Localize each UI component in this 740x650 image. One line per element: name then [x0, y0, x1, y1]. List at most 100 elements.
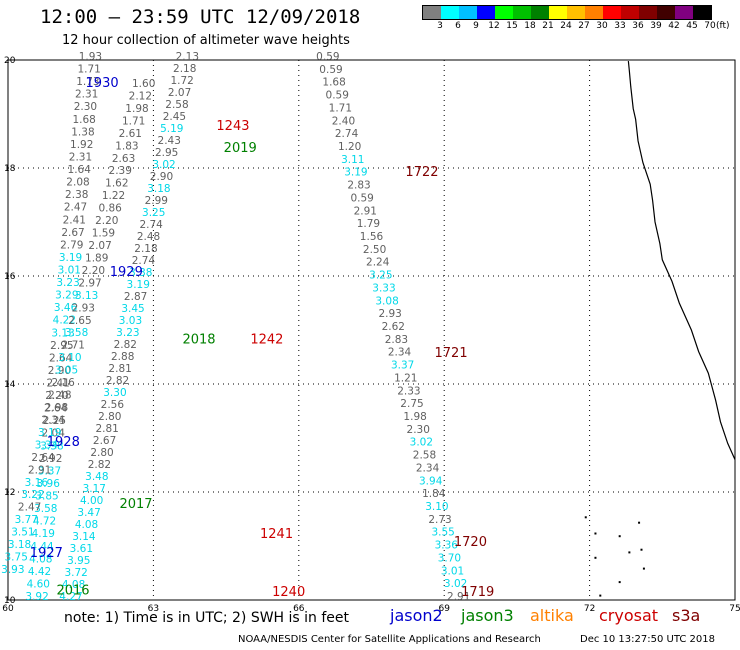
swh-value: 3.38: [40, 440, 63, 452]
track-time-label: 2019: [224, 141, 257, 156]
island-mark: [618, 535, 621, 538]
lat-tick-label: 14: [4, 380, 16, 390]
swh-value: 3.51: [11, 527, 34, 539]
swh-value: 1.71: [329, 102, 352, 114]
swh-value: 2.58: [413, 450, 436, 462]
lat-tick-label: 18: [4, 164, 16, 174]
legend-label: 3: [437, 21, 443, 31]
island-mark: [599, 594, 602, 597]
swh-value: 0.59: [319, 64, 342, 76]
swh-value: 3.02: [444, 578, 467, 590]
swh-value: 3.03: [119, 315, 142, 327]
swh-value: 3.55: [431, 527, 454, 539]
swh-value: 2.24: [366, 257, 390, 269]
swh-value: 2.80: [90, 447, 113, 459]
swh-value: 2.34: [388, 347, 412, 359]
swh-value: 2.87: [124, 291, 147, 303]
satellite-label-jason3: jason3: [461, 606, 514, 625]
legend-swatch: [477, 6, 495, 19]
swh-value: 3.19: [38, 427, 61, 439]
swh-value: 3.22: [21, 489, 44, 501]
swh-value: 4.44: [30, 541, 54, 553]
swh-value: 3.93: [1, 564, 24, 576]
swh-value: 1.93: [79, 51, 102, 63]
swh-value: 3.25: [369, 270, 392, 282]
swh-value: 2.47: [64, 202, 87, 214]
legend-swatch: [567, 6, 585, 19]
lon-tick-label: 69: [438, 604, 450, 614]
island-mark: [642, 567, 645, 570]
swh-value: 3.18: [147, 183, 170, 195]
swh-value: 2.20: [45, 390, 68, 402]
graticule: [8, 60, 735, 600]
swh-value: 3.10: [425, 501, 448, 513]
swh-value: 2.31: [75, 89, 98, 101]
swh-value: 2.08: [66, 177, 89, 189]
legend-label: 24: [560, 21, 572, 31]
island-mark: [628, 551, 631, 554]
swh-value: 3.02: [152, 159, 175, 171]
swh-value: 3.19: [127, 279, 150, 291]
swh-value: 3.23: [56, 277, 79, 289]
swh-value: 0.59: [326, 90, 349, 102]
swh-value: 2.90: [48, 365, 71, 377]
swh-value: 2.82: [88, 459, 111, 471]
swh-value: 3.96: [37, 478, 61, 490]
legend-swatch: [693, 6, 711, 19]
swh-value: 0.59: [316, 51, 339, 63]
swh-value: 2.91: [28, 464, 51, 476]
swh-value: 3.37: [391, 360, 414, 372]
swh-value: 1.79: [357, 218, 380, 230]
swh-value: 2.61: [119, 128, 142, 140]
swh-value: 1.20: [338, 141, 361, 153]
island-mark: [594, 556, 597, 559]
swh-value: 3.01: [441, 565, 464, 577]
legend-swatch: [639, 6, 657, 19]
swh-value: 2.30: [407, 424, 430, 436]
swh-value: 3.61: [70, 543, 93, 555]
altimeter-tracks: 1.931.711.732.312.301.681.381.922.311.64…: [1, 51, 470, 603]
legend-label: 18: [524, 21, 536, 31]
satellite-label-jason2: jason2: [390, 606, 443, 625]
legend-labels: 3 6 9 12 15 18 21 24 27 30 33 36 39 42 45 70 (ft): [422, 20, 729, 34]
swh-value: 2.56: [101, 399, 125, 411]
swh-value: 2.79: [60, 239, 83, 251]
track-time-label: 1242: [250, 333, 283, 348]
swh-value: 2.83: [385, 334, 408, 346]
legend-swatch: [549, 6, 567, 19]
legend-label: 6: [455, 21, 461, 31]
swh-value: 1.71: [122, 115, 145, 127]
map-subtitle: 12 hour collection of altimeter wave hei…: [62, 33, 350, 48]
legend-label: 70: [704, 21, 716, 31]
swh-value: 3.18: [8, 539, 31, 551]
satellite-label-s3a: s3a: [672, 606, 701, 625]
swh-value: 2.81: [95, 423, 118, 435]
swh-value: 2.39: [109, 165, 132, 177]
legend-swatch: [621, 6, 639, 19]
swh-value: 2.18: [134, 243, 157, 255]
swh-value: 3.13: [75, 290, 98, 302]
legend-swatch: [657, 6, 675, 19]
swh-value: 2.48: [137, 231, 160, 243]
swh-value: 2.12: [129, 90, 152, 102]
swh-value: 3.33: [372, 282, 395, 294]
swh-value: 1.98: [125, 103, 148, 115]
swh-value: 3.17: [83, 483, 106, 495]
legend-label: 27: [578, 21, 590, 31]
legend-swatch: [513, 6, 531, 19]
swh-value: 2.40: [332, 115, 355, 127]
swh-value: 3.30: [103, 387, 126, 399]
swh-value: 1.64: [68, 164, 92, 176]
swh-value: 2.18: [173, 63, 196, 75]
swh-value: 2.41: [63, 214, 86, 226]
swh-value: 1.60: [132, 78, 155, 90]
swh-value: 2.95: [155, 147, 178, 159]
swh-value: 3.94: [419, 475, 443, 487]
swh-value: 1.98: [403, 411, 426, 423]
swh-value: 3.23: [116, 327, 139, 339]
swh-value: 3.70: [438, 552, 461, 564]
swh-value: 3.45: [121, 303, 144, 315]
swh-value: 2.98: [45, 402, 68, 414]
legend-unit: (ft): [716, 21, 730, 31]
legend-label: 33: [614, 21, 626, 31]
